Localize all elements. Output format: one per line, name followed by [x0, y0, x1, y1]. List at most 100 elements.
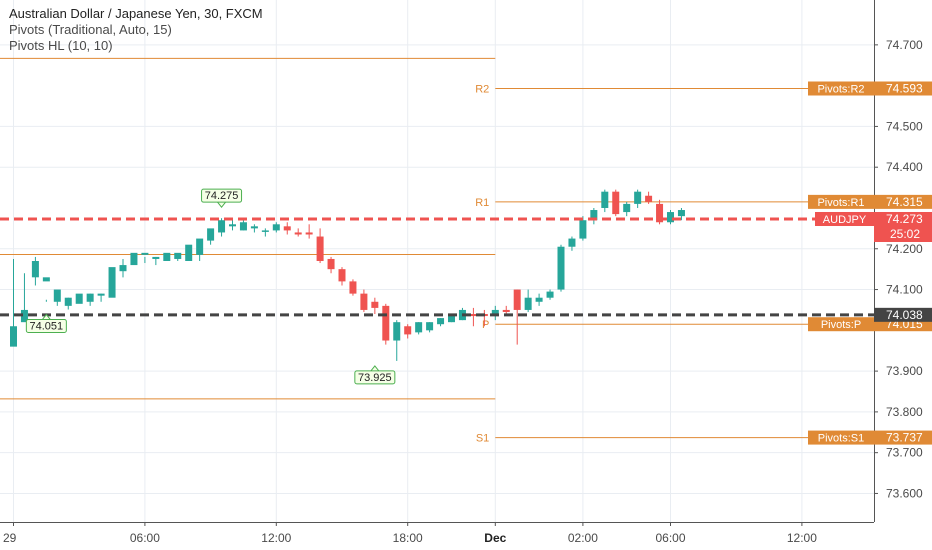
pivot-axis-tag-label: Pivots:R2 — [817, 83, 864, 95]
pivot-level-label-p: P — [482, 319, 489, 331]
candle-body — [294, 232, 302, 235]
candle-body — [645, 195, 653, 202]
candle-body — [677, 210, 685, 217]
candle-body — [141, 252, 149, 255]
candle-body — [535, 297, 543, 302]
candle-body — [393, 322, 401, 341]
price-axis-tick-label: 74.200 — [886, 242, 923, 256]
price-axis-tick-label: 73.800 — [886, 405, 923, 419]
pivot-hl-label-box — [201, 188, 243, 203]
candle-body — [207, 228, 215, 241]
crosshair-price-box — [874, 307, 932, 322]
symbol-axis-tag — [815, 211, 874, 226]
candle-body — [546, 291, 554, 298]
candle-body — [75, 293, 83, 304]
indicator-pivots-label[interactable]: Pivots (Traditional, Auto, 15) — [9, 22, 172, 37]
price-axis-tick-label: 73.900 — [886, 364, 923, 378]
candle-body — [623, 203, 631, 213]
candle-body — [634, 191, 642, 204]
time-axis-tick-label: 29 — [3, 531, 17, 545]
candle-body — [130, 252, 138, 266]
time-axis-tick-label: 02:00 — [568, 531, 598, 545]
candle-body — [42, 277, 50, 282]
candle-body — [174, 252, 182, 259]
pivot-hl-pointer — [41, 313, 51, 320]
price-axis-tick-label: 74.400 — [886, 160, 923, 174]
current-price-label: 74.273 — [886, 212, 923, 226]
candle-body — [502, 309, 510, 312]
crosshair-price-label: 74.038 — [886, 308, 923, 322]
pivot-hl-label-low: 73.925 — [358, 372, 392, 384]
pivot-axis-price-label: 74.315 — [886, 195, 923, 209]
pivot-hl-label-box — [354, 370, 396, 385]
chart-legend: Australian Dollar / Japanese Yen, 30, FX… — [9, 6, 263, 54]
time-axis-tick-label: 12:00 — [261, 531, 291, 545]
pivot-hl-label-high: 74.275 — [205, 190, 239, 202]
pivot-axis-price-box — [874, 194, 932, 209]
candle-body — [590, 210, 598, 221]
price-axis[interactable]: 74.700 74.500 74.400 74.200 74.100 73.900 73.8… — [808, 0, 932, 550]
time-axis-tick-label: 06:00 — [130, 531, 160, 545]
time-axis-tick-label: Dec — [484, 531, 506, 545]
price-axis-tick-label: 74.100 — [886, 283, 923, 297]
candle-body — [53, 289, 61, 302]
time-axis-tick-label: 12:00 — [787, 531, 817, 545]
pivot-hl-label-low: 74.051 — [30, 321, 64, 333]
candle-body — [404, 326, 412, 335]
chart-overlays: 74.275 74.051 73.925 — [0, 188, 874, 385]
candle-body — [196, 238, 204, 255]
candle-body — [415, 322, 423, 333]
pivot-level-label-r2: R2 — [475, 83, 489, 95]
candle-body — [64, 297, 72, 306]
candle-body — [272, 224, 280, 231]
candle-body — [261, 230, 269, 232]
pivot-levels: R2 R1 P S1 — [0, 57, 874, 445]
indicator-pivots-hl-label[interactable]: Pivots HL (10, 10) — [9, 38, 113, 53]
candle-body — [108, 267, 116, 298]
candle-body — [327, 258, 335, 270]
pivot-axis-price-box — [874, 430, 932, 445]
price-axis-tick-label: 73.600 — [886, 486, 923, 500]
candle-body — [469, 314, 477, 317]
pivot-hl-pointer — [370, 365, 380, 372]
bar-countdown-label: 25:02 — [890, 227, 920, 241]
pivot-axis-tag-label: Pivots:P — [821, 319, 861, 331]
candle-body — [579, 220, 587, 239]
price-axis-tick-label: 74.700 — [886, 38, 923, 52]
candle-body — [283, 226, 291, 231]
candle-body — [491, 309, 499, 317]
pivot-axis-tag-label: Pivots:R1 — [817, 197, 864, 209]
candle-series — [10, 189, 685, 361]
candle-body — [185, 244, 193, 261]
symbol-title[interactable]: Australian Dollar / Japanese Yen, 30, FX… — [9, 6, 263, 21]
candle-body — [601, 191, 609, 208]
candle-body — [426, 322, 434, 331]
pivot-axis-tag-p — [808, 317, 874, 332]
candle-body — [382, 305, 390, 341]
current-price-box — [874, 211, 932, 242]
candle-body — [437, 318, 445, 325]
candle-body — [360, 293, 368, 310]
candle-body — [152, 256, 160, 259]
candle-body — [10, 326, 17, 347]
time-axis-tick-label: 06:00 — [655, 531, 685, 545]
candle-body — [656, 203, 664, 223]
pivot-axis-tag-r2 — [808, 81, 874, 96]
pivot-axis-price-label: 73.737 — [886, 431, 923, 445]
candle-body — [250, 226, 258, 229]
candle-body — [31, 261, 39, 278]
candle-body — [163, 252, 171, 261]
candle-body — [667, 212, 674, 223]
pivot-hl-label-box — [25, 319, 67, 334]
time-axis[interactable]: 29 06:00 12:00 18:00 Dec 02:00 06:00 12:00 — [0, 522, 874, 545]
candle-body — [524, 297, 532, 310]
pivot-axis-price-box — [874, 81, 932, 96]
pivot-hl-pointer — [217, 201, 226, 208]
candle-body — [371, 301, 379, 308]
chart-grid — [0, 0, 874, 522]
pivot-axis-tag-r1 — [808, 194, 874, 209]
pivot-axis-tag-label: Pivots:S1 — [818, 433, 864, 445]
pivot-axis-tag-s1 — [808, 430, 874, 445]
symbol-axis-tag-label: AUDJPY — [823, 214, 867, 226]
